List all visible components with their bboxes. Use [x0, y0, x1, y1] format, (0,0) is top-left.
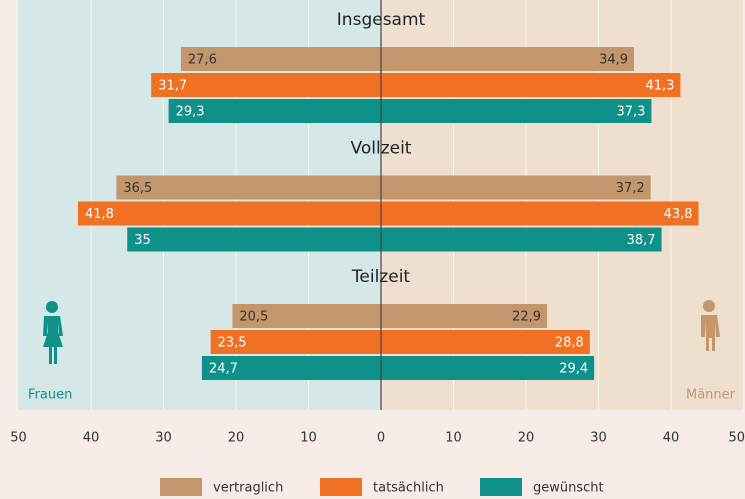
legend-label: gewünscht [533, 481, 604, 496]
value-label: 28,8 [555, 336, 584, 351]
x-tick-label: 50 [10, 431, 27, 446]
x-tick-label: 40 [663, 431, 680, 446]
legend-label: vertraglich [213, 481, 283, 496]
value-label: 29,3 [176, 105, 205, 120]
left-label: Frauen [28, 388, 72, 403]
group-title: Vollzeit [351, 139, 412, 159]
value-label: 34,9 [599, 53, 628, 68]
value-label: 37,2 [616, 181, 645, 196]
value-label: 38,7 [627, 233, 656, 248]
group-title: Insgesamt [337, 10, 426, 30]
x-tick-label: 30 [590, 431, 607, 446]
bar [381, 99, 652, 123]
bar [381, 356, 595, 380]
value-label: 35 [134, 233, 151, 248]
value-label: 37,3 [616, 105, 645, 120]
bar [127, 227, 381, 252]
x-tick-label: 40 [83, 431, 100, 446]
bar [232, 304, 381, 328]
x-tick-label: 10 [445, 431, 462, 446]
bar [381, 227, 662, 252]
right-label: Männer [686, 388, 736, 403]
bar [381, 47, 635, 71]
value-label: 23,5 [218, 336, 247, 351]
x-tick-label: 30 [155, 431, 172, 446]
value-label: 22,9 [512, 310, 541, 325]
x-tick-label: 50 [728, 431, 745, 446]
value-label: 29,4 [559, 362, 588, 377]
x-tick-label: 0 [377, 431, 385, 446]
legend-swatch [320, 478, 362, 496]
bar [210, 330, 381, 354]
value-label: 24,7 [209, 362, 238, 377]
legend-label: tatsächlich [373, 481, 444, 496]
value-label: 43,8 [664, 207, 693, 222]
bar [381, 201, 699, 226]
legend-swatch [480, 478, 522, 496]
value-label: 36,5 [123, 181, 152, 196]
x-tick-label: 10 [300, 431, 317, 446]
value-label: 41,3 [645, 79, 674, 94]
bar [381, 304, 548, 328]
bar [77, 201, 381, 226]
value-label: 31,7 [158, 79, 187, 94]
bar [381, 330, 590, 354]
bar [168, 99, 381, 123]
value-label: 27,6 [188, 53, 217, 68]
x-tick-label: 20 [518, 431, 535, 446]
value-label: 20,5 [239, 310, 268, 325]
x-tick-label: 20 [228, 431, 245, 446]
legend-swatch [160, 478, 202, 496]
bar [381, 73, 681, 97]
bar [116, 175, 381, 200]
bar [151, 73, 381, 97]
value-label: 41,8 [85, 207, 114, 222]
female-icon [43, 301, 63, 364]
bar [381, 175, 651, 200]
group-title: Teilzeit [351, 267, 411, 287]
male-icon [701, 300, 720, 351]
bar [180, 47, 381, 71]
bar [201, 356, 381, 380]
